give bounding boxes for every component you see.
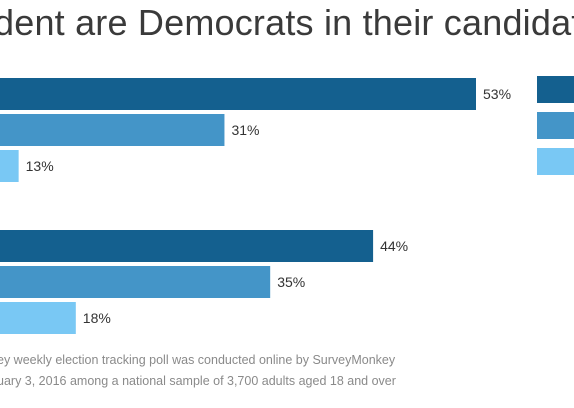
data-label-g1-L: 31% [231, 122, 259, 138]
legend-swatch-A [537, 76, 574, 103]
note-line-1: ey weekly election tracking poll was con… [0, 353, 396, 367]
note-line-2: uary 3, 2016 among a national sample of … [0, 374, 396, 388]
legend-swatch-L [537, 112, 574, 139]
data-label-g1-A: 53% [483, 86, 511, 102]
bar-g2-A [0, 230, 374, 262]
chart-title: dent are Democrats in their candidate c [0, 0, 574, 50]
bar-g1-5 [0, 150, 19, 182]
data-label-g1-5: 13% [26, 158, 54, 174]
bar-g2-L [0, 266, 271, 298]
data-label-g2-5: 18% [83, 310, 111, 326]
chart-title-text: dent are Democrats in their candidate c [0, 2, 574, 43]
data-label-g2-A: 44% [380, 238, 408, 254]
bar-g1-L [0, 114, 225, 146]
data-label-g2-L: 35% [277, 274, 305, 290]
bar-chart: 53%31%13%44%35%18%AL5 [0, 76, 574, 334]
bar-g2-5 [0, 302, 76, 334]
legend-swatch-5 [537, 148, 574, 175]
methodology-notes: ey weekly election tracking poll was con… [0, 350, 574, 392]
bar-g1-A [0, 78, 476, 110]
